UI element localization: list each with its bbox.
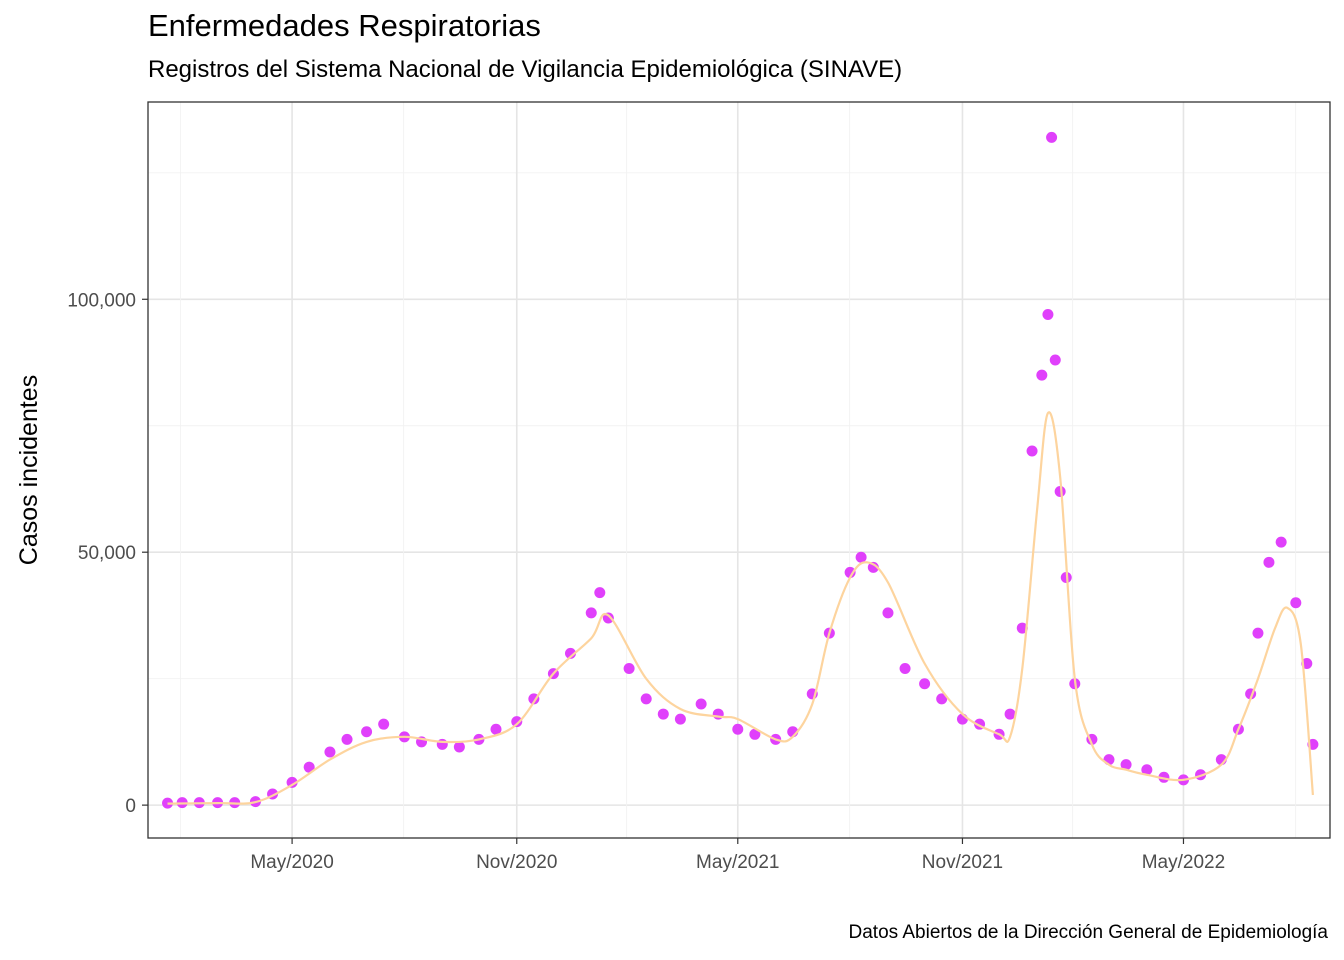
data-point xyxy=(936,693,948,705)
chart-title: Enfermedades Respiratorias xyxy=(148,8,541,43)
x-tick-label: Nov/2020 xyxy=(476,852,557,873)
data-point xyxy=(378,718,390,730)
data-point xyxy=(490,723,502,735)
data-point xyxy=(1026,445,1038,457)
smooth-line xyxy=(167,411,1314,805)
data-point xyxy=(1263,556,1275,568)
data-point xyxy=(1158,771,1170,783)
data-point xyxy=(453,741,465,753)
x-tick-label: May/2022 xyxy=(1142,852,1225,873)
data-point xyxy=(657,708,669,720)
data-point xyxy=(324,746,336,758)
chart-subtitle: Registros del Sistema Nacional de Vigila… xyxy=(148,56,903,83)
panel-border xyxy=(147,101,1331,839)
data-point xyxy=(1054,485,1066,497)
data-point xyxy=(732,723,744,735)
data-point xyxy=(1042,308,1054,320)
data-point xyxy=(695,698,707,710)
data-point xyxy=(882,607,894,619)
data-point xyxy=(749,728,761,740)
data-point xyxy=(1275,536,1287,548)
data-point xyxy=(674,713,686,725)
data-point xyxy=(844,566,856,578)
data-point xyxy=(1049,354,1061,366)
data-point xyxy=(341,733,353,745)
data-point xyxy=(286,776,298,788)
data-point xyxy=(640,693,652,705)
data-point xyxy=(1120,759,1132,771)
data-point xyxy=(1046,131,1058,143)
grid xyxy=(148,102,1330,838)
y-tick-label: 50,000 xyxy=(78,543,136,564)
data-point xyxy=(1252,627,1264,639)
data-point xyxy=(1004,708,1016,720)
data-point xyxy=(1036,369,1048,381)
data-point xyxy=(511,716,523,728)
data-point xyxy=(1141,764,1153,776)
data-point xyxy=(855,551,867,563)
data-points xyxy=(162,131,1319,809)
data-point xyxy=(867,561,879,573)
y-axis-title: Casos incidentes xyxy=(15,375,43,565)
x-tick-label: Nov/2021 xyxy=(922,852,1003,873)
x-tick-label: May/2020 xyxy=(250,852,333,873)
data-point xyxy=(564,647,576,659)
y-tick-label: 0 xyxy=(125,796,136,817)
y-tick-label: 100,000 xyxy=(67,290,136,311)
data-point xyxy=(899,663,911,675)
data-point xyxy=(1290,597,1302,609)
data-point xyxy=(303,761,315,773)
data-point xyxy=(919,678,931,690)
x-tick-label: May/2021 xyxy=(696,852,779,873)
data-point xyxy=(585,607,597,619)
data-point xyxy=(361,726,373,738)
data-point xyxy=(594,587,606,599)
data-point xyxy=(623,663,635,675)
data-point xyxy=(1016,622,1028,634)
x-axis: May/2020 Nov/2020 May/2021 Nov/2021 May/2022 xyxy=(250,838,1225,873)
y-axis: 0 50,000 100,000 xyxy=(67,290,148,817)
chart-caption: Datos Abiertos de la Dirección General d… xyxy=(848,922,1329,943)
